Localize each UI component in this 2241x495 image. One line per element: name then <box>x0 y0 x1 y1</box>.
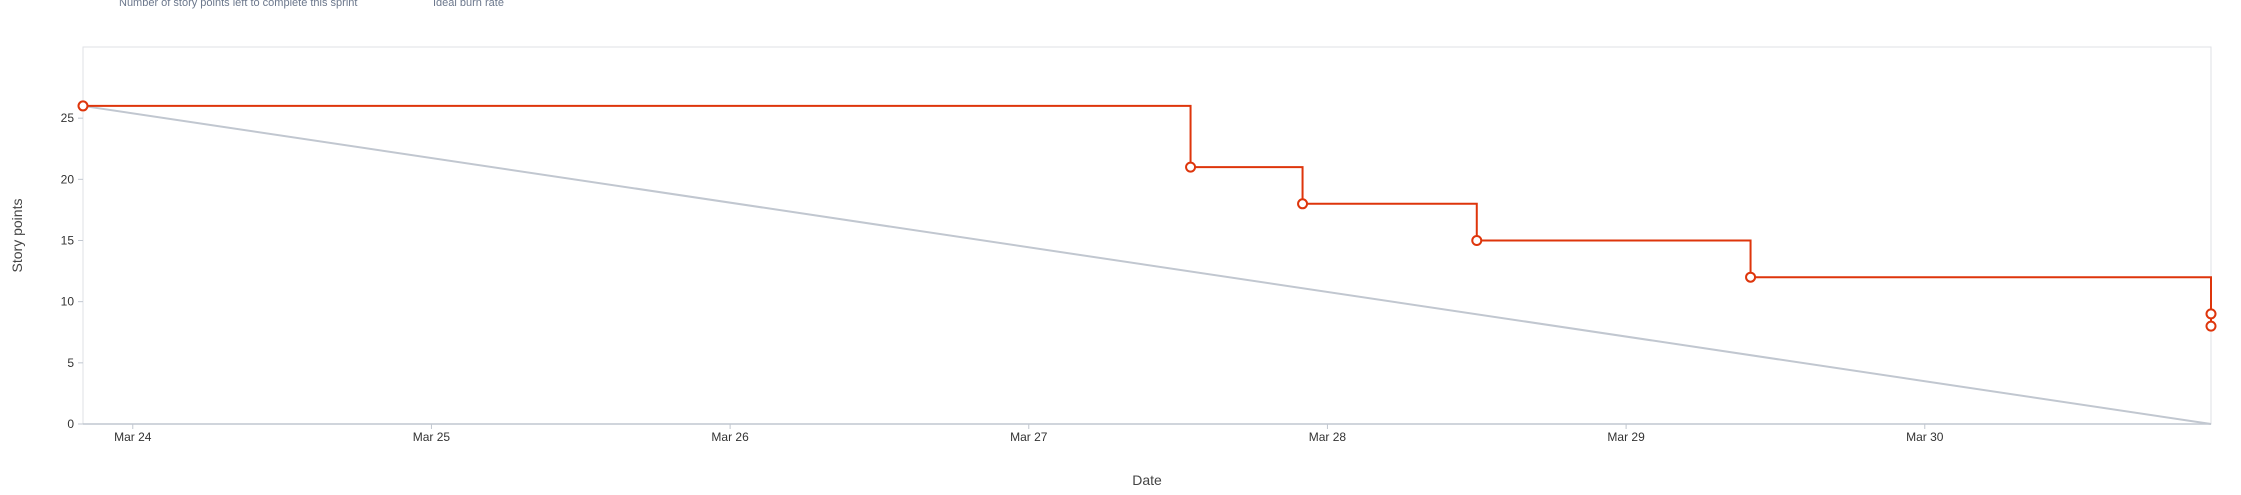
y-axis-ticks: 0 5 10 15 20 25 <box>61 111 83 431</box>
y-tick-label: 15 <box>61 234 75 248</box>
data-point-story-points <box>1471 235 1483 246</box>
x-tick-label: Mar 26 <box>711 430 749 444</box>
legend-item-ideal[interactable]: Ideal burn rate <box>433 0 504 9</box>
legend-item-actual[interactable]: Number of story points left to complete … <box>119 0 358 9</box>
data-point-story-points <box>1745 271 1757 283</box>
y-tick-label: 10 <box>61 295 75 309</box>
y-tick-label: 25 <box>61 111 75 125</box>
y-tick-label: 20 <box>61 172 75 186</box>
x-tick-label: Mar 29 <box>1607 430 1645 444</box>
series-line-ideal-burn-rate <box>82 104 2212 425</box>
x-axis-ticks: Mar 24 Mar 25 Mar 26 Mar 27 Mar 28 Mar 29 Mar … <box>114 424 1944 444</box>
series-line-story-points-remaining <box>83 104 2212 327</box>
y-tick-label: 0 <box>67 417 74 431</box>
chart-legend: Number of story points left to complete … <box>0 0 2241 14</box>
x-tick-label: Mar 30 <box>1906 430 1944 444</box>
plot-frame <box>82 46 2212 425</box>
data-point-story-points <box>1185 161 1197 173</box>
data-point-story-points <box>2205 320 2217 332</box>
data-point-story-points <box>1297 198 1309 210</box>
series-layer <box>77 100 2217 425</box>
x-tick-label: Mar 25 <box>413 430 451 444</box>
data-point-story-points <box>2205 308 2217 320</box>
x-tick-label: Mar 27 <box>1010 430 1048 444</box>
x-axis-title: Date <box>1132 472 1162 488</box>
x-tick-label: Mar 28 <box>1309 430 1347 444</box>
y-tick-label: 5 <box>67 356 74 370</box>
x-tick-label: Mar 24 <box>114 430 152 444</box>
data-point-story-points <box>77 100 89 112</box>
y-axis-title: Story points <box>9 199 25 273</box>
